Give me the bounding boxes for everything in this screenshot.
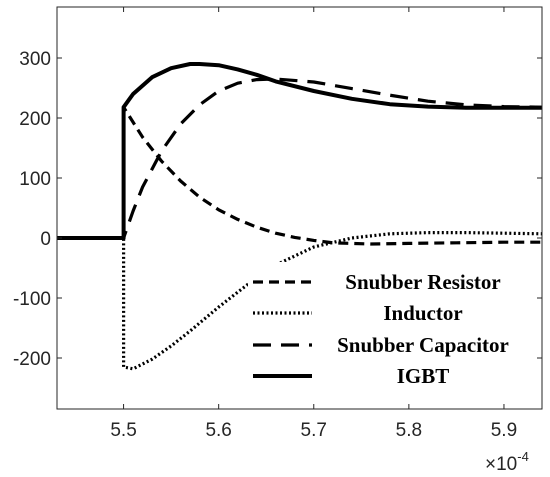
y-tick-label: 300	[19, 49, 51, 70]
legend-box	[248, 262, 534, 392]
series-line-igbt	[57, 62, 542, 240]
legend-label-inductor: Inductor	[383, 301, 462, 325]
y-tick-label: -100	[13, 289, 51, 310]
y-tick-label: 200	[19, 109, 51, 130]
x-tick-label: 5.7	[301, 420, 327, 441]
series-line-inductor	[57, 231, 543, 371]
axes-layer: 5.5 5.6 5.7 5.8 5.9 -200 -100 0 100 200 300	[13, 7, 542, 441]
x-tick-label: 5.5	[110, 420, 136, 441]
y-tick-label: -200	[13, 349, 51, 370]
x-tick-label: 5.9	[491, 420, 517, 441]
y-tick-label: 0	[40, 229, 51, 250]
x-tick-label: 5.8	[396, 420, 422, 441]
plot-frame	[56, 6, 543, 410]
x-tick-label: 5.6	[205, 420, 231, 441]
legend: Snubber Resistor Inductor Snubber Capacito…	[248, 262, 534, 392]
x-axis-multiplier: ×10-4	[485, 449, 529, 475]
y-tick-label: 100	[19, 169, 51, 190]
legend-label-snubber-capacitor: Snubber Capacitor	[337, 333, 509, 357]
series-layer	[57, 62, 543, 371]
legend-label-snubber-resistor: Snubber Resistor	[345, 270, 500, 294]
legend-label-igbt: IGBT	[397, 364, 450, 388]
series-line-snubber-resistor	[57, 105, 542, 246]
series-line-snubber-capacitor	[57, 77, 543, 240]
